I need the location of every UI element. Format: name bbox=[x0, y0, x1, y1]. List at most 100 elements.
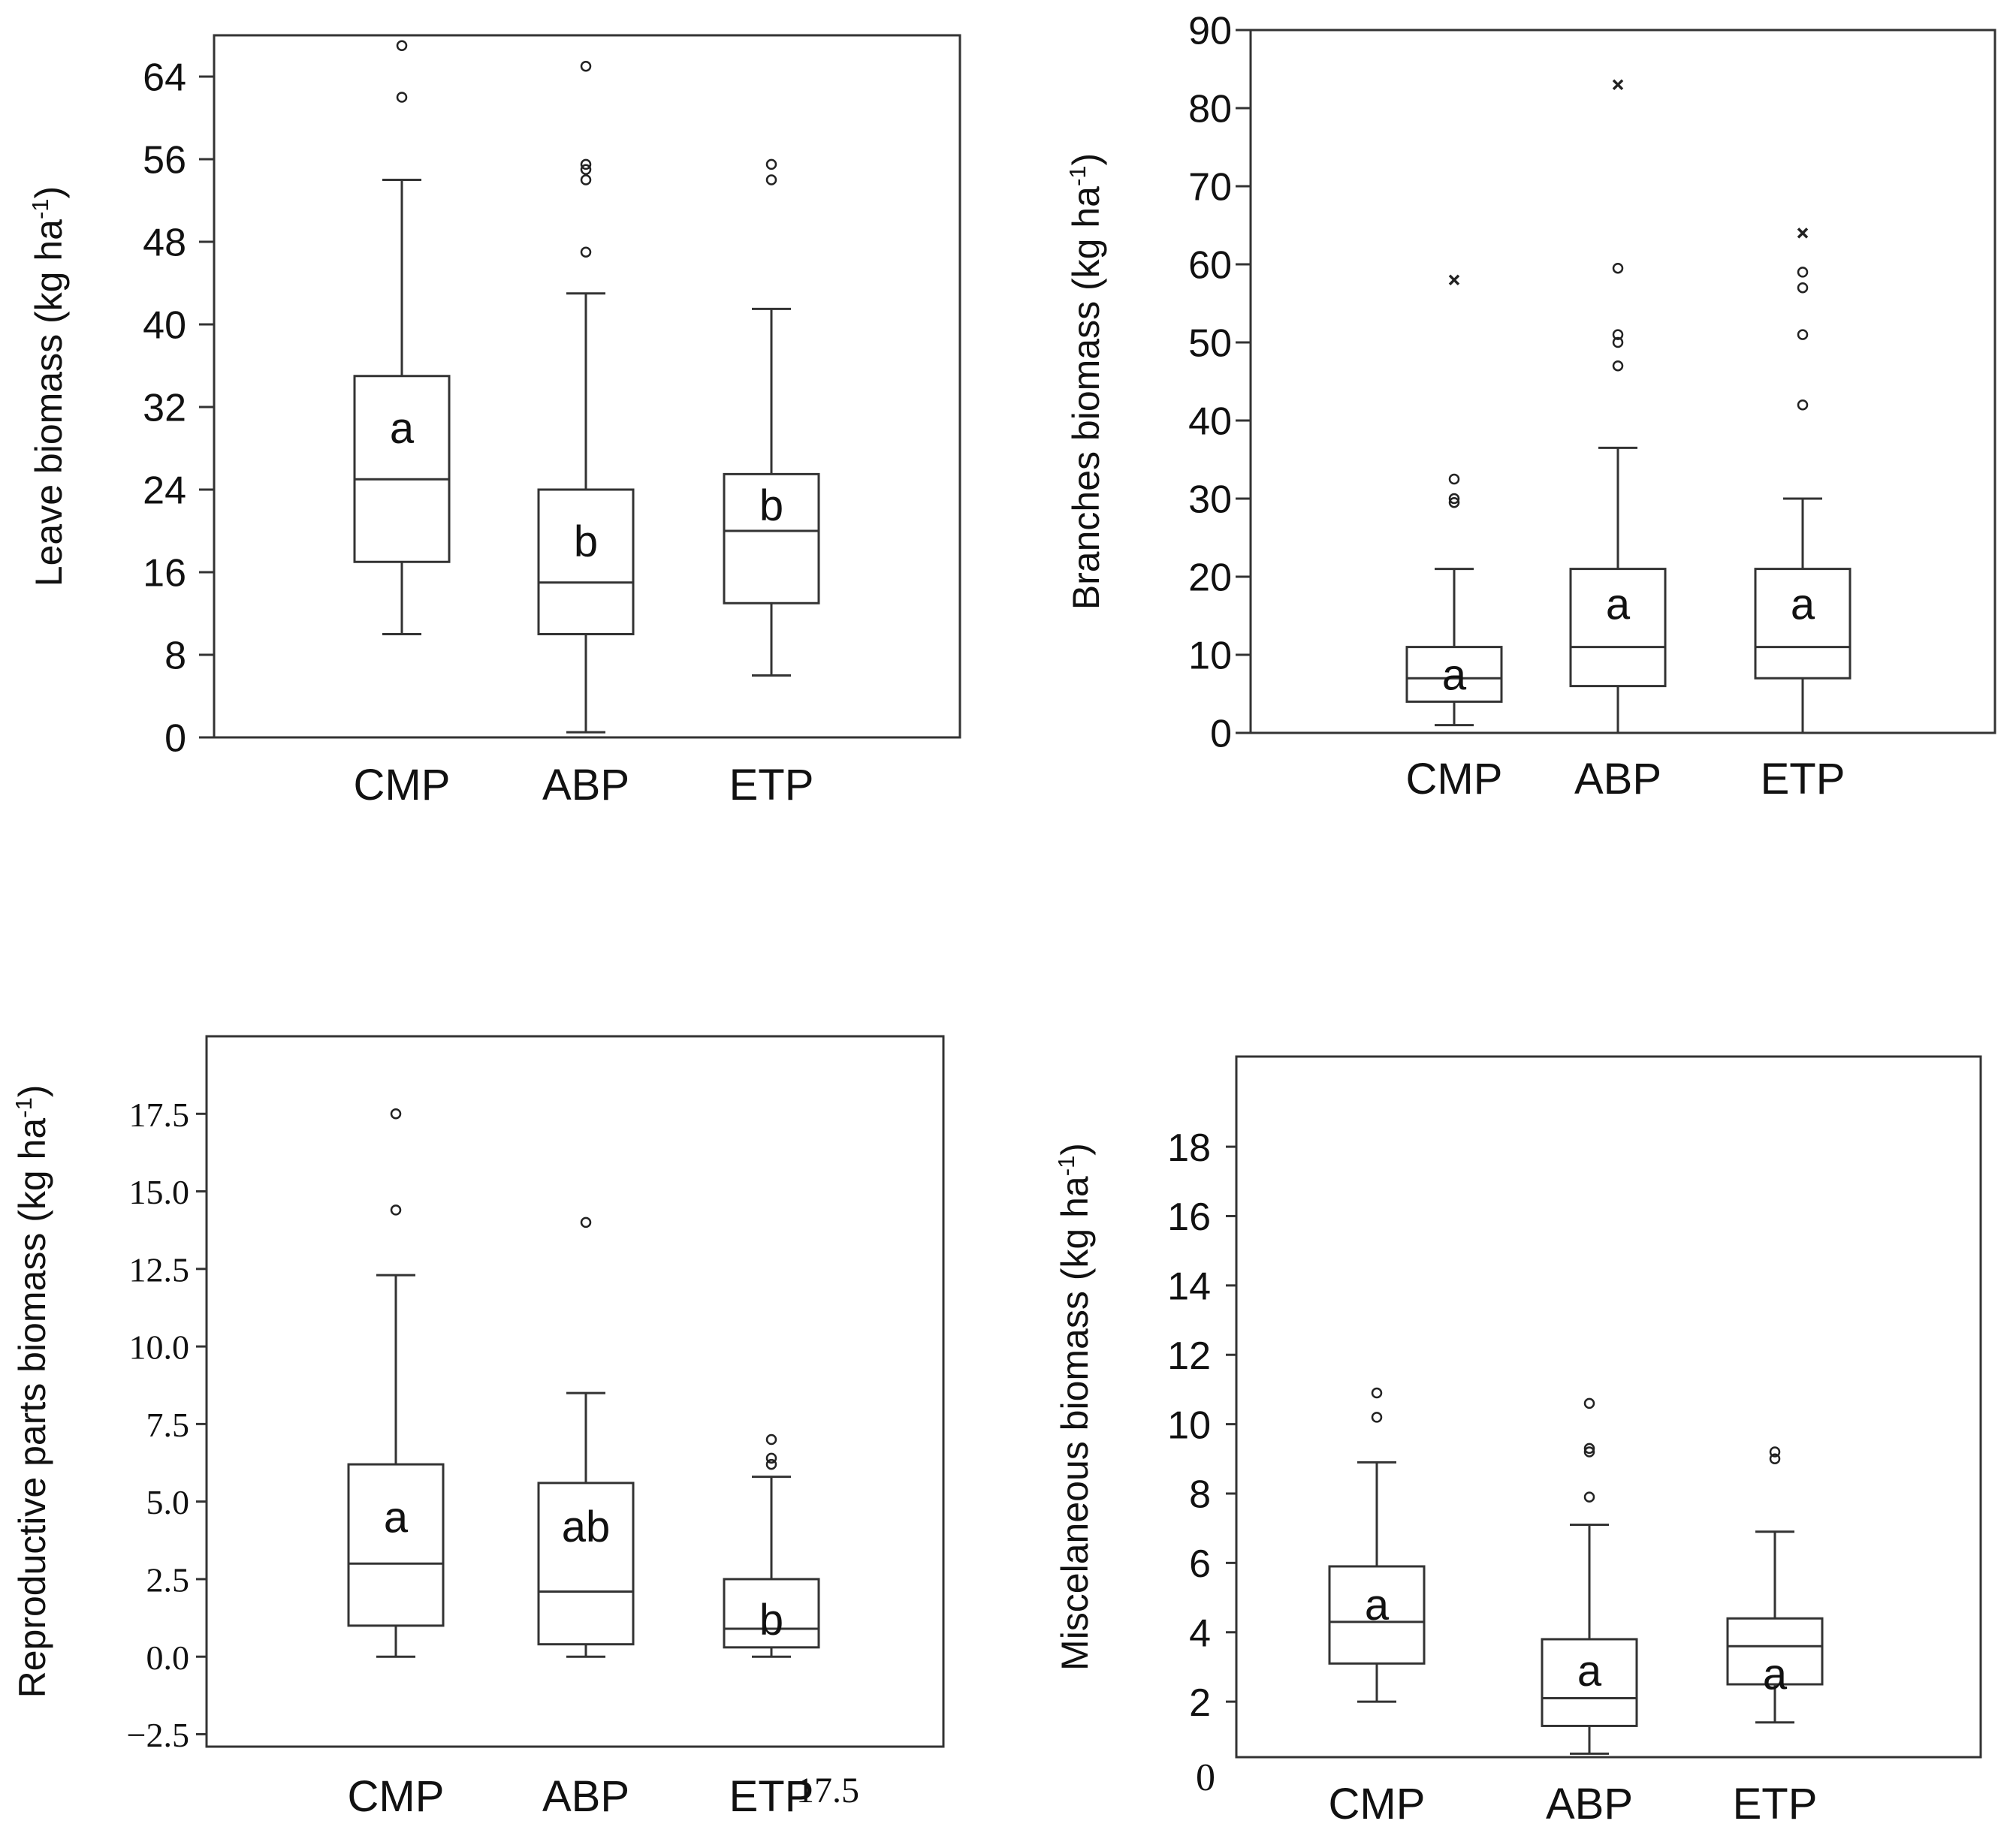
outlier-point bbox=[1448, 473, 1460, 485]
y-axis-label-superscript: -1 bbox=[27, 198, 53, 219]
significance-letter: a bbox=[1791, 580, 1815, 629]
y-axis-label-superscript: -1 bbox=[1064, 165, 1091, 186]
y-tick-label: 2 bbox=[1189, 1681, 1211, 1725]
outlier-point bbox=[396, 92, 408, 103]
box-iqr bbox=[1541, 1638, 1638, 1727]
leave-biomass-chart: 0 8 16 24 32 40 48 56 64 Leave biomass (kg ha-1) C… bbox=[27, 34, 961, 809]
y-tick-label: 12 bbox=[1167, 1334, 1211, 1378]
y-tick-label: 4 bbox=[1189, 1611, 1211, 1655]
outlier-point bbox=[1583, 1491, 1595, 1503]
outlier-point bbox=[765, 158, 777, 170]
significance-letter: a bbox=[1442, 650, 1467, 699]
category-label: ABP bbox=[542, 761, 629, 809]
outlier-point bbox=[580, 158, 592, 170]
y-axis-label: Reproductive parts biomass (kg ha-1) bbox=[11, 1085, 53, 1699]
significance-letter: b bbox=[759, 1596, 783, 1645]
outlier-point bbox=[1797, 399, 1809, 411]
box-iqr bbox=[537, 488, 635, 635]
y-tick-label: −2.5 bbox=[127, 1716, 189, 1754]
category-label: ABP bbox=[1574, 755, 1661, 803]
y-axis-label: Miscelaneous biomass (kg ha-1) bbox=[1053, 1143, 1096, 1671]
y-axis-label-text: Reproductive parts biomass (kg ha bbox=[11, 1118, 53, 1699]
y-tick-label: 80 bbox=[1188, 88, 1232, 131]
category-label: ETP bbox=[729, 1772, 814, 1821]
outlier-point bbox=[765, 174, 777, 185]
outlier-point bbox=[1448, 496, 1460, 508]
box-iqr bbox=[1569, 568, 1667, 688]
outlier-point bbox=[580, 61, 592, 72]
category-label: ETP bbox=[1733, 1780, 1818, 1828]
y-tick-label: 20 bbox=[1188, 556, 1232, 600]
extreme-point bbox=[1797, 228, 1809, 239]
y-tick-label: 32 bbox=[143, 387, 186, 430]
y-tick-label: 24 bbox=[143, 469, 186, 513]
box-iqr bbox=[1754, 568, 1852, 680]
box-iqr bbox=[1405, 646, 1503, 703]
y-axis-label-close: ) bbox=[1054, 1143, 1096, 1156]
y-tick-label: 40 bbox=[143, 304, 186, 348]
category-label: CMP bbox=[348, 1772, 445, 1821]
outlier-point bbox=[1612, 329, 1624, 340]
y-tick-label: 48 bbox=[143, 222, 186, 265]
y-tick-label: 6 bbox=[1189, 1542, 1211, 1586]
y-axis-label-text: Branches biomass (kg ha bbox=[1065, 186, 1107, 610]
y-tick-label: 8 bbox=[1189, 1473, 1211, 1517]
y-tick-label: 14 bbox=[1167, 1265, 1211, 1309]
box-iqr bbox=[1328, 1565, 1426, 1665]
y-tick-label: 60 bbox=[1188, 244, 1232, 288]
y-tick-label: 7.5 bbox=[146, 1406, 190, 1444]
y-axis-label-text: Miscelaneous biomass (kg ha bbox=[1054, 1176, 1096, 1671]
y-tick-label: 16 bbox=[143, 552, 186, 595]
box-iqr bbox=[723, 472, 820, 604]
outlier-point bbox=[765, 1458, 777, 1470]
y-tick-label: 0 bbox=[164, 717, 186, 761]
outlier-point bbox=[1583, 1446, 1595, 1458]
y-tick-label: 16 bbox=[1167, 1195, 1211, 1239]
y-axis-label-superscript: -1 bbox=[1053, 1156, 1079, 1177]
outlier-point bbox=[765, 1434, 777, 1446]
category-label: CMP bbox=[1406, 755, 1503, 803]
outlier-point bbox=[1612, 262, 1624, 274]
significance-letter: a bbox=[390, 404, 415, 453]
y-tick-label: 2.5 bbox=[146, 1560, 190, 1599]
outlier-point bbox=[1797, 329, 1809, 340]
y-tick-label: 64 bbox=[143, 56, 186, 100]
y-tick-label: 15.0 bbox=[129, 1173, 190, 1211]
y-tick-label: 10.0 bbox=[129, 1328, 190, 1367]
category-label: ABP bbox=[542, 1772, 629, 1821]
stray-label: 17.5 bbox=[796, 1771, 859, 1810]
category-label: CMP bbox=[1329, 1780, 1426, 1828]
box-iqr bbox=[537, 1482, 635, 1646]
stray-label: 0 bbox=[1196, 1756, 1215, 1799]
outlier-point bbox=[1769, 1453, 1781, 1465]
y-tick-label: 50 bbox=[1188, 322, 1232, 366]
outlier-point bbox=[396, 40, 408, 51]
significance-letter: b bbox=[759, 481, 783, 530]
y-tick-label: 56 bbox=[143, 139, 186, 182]
y-tick-label: 30 bbox=[1188, 478, 1232, 522]
significance-letter: a bbox=[1606, 580, 1631, 629]
y-tick-label: 90 bbox=[1188, 10, 1232, 53]
y-tick-label: 12.5 bbox=[129, 1250, 190, 1289]
outlier-point bbox=[1583, 1443, 1595, 1455]
category-label: ETP bbox=[729, 761, 814, 809]
significance-letter: b bbox=[574, 517, 598, 566]
y-axis-label-close: ) bbox=[11, 1085, 53, 1098]
category-label: CMP bbox=[354, 761, 451, 809]
outlier-point bbox=[580, 164, 592, 175]
outlier-point bbox=[1371, 1387, 1383, 1399]
y-axis-label-superscript: -1 bbox=[11, 1097, 37, 1118]
y-tick-label: 5.0 bbox=[146, 1483, 190, 1521]
box-iqr bbox=[347, 1463, 445, 1627]
box-iqr bbox=[723, 1578, 820, 1649]
outlier-point bbox=[1769, 1446, 1781, 1458]
y-tick-label: 17.5 bbox=[129, 1096, 190, 1134]
y-tick-label: 10 bbox=[1167, 1403, 1211, 1447]
y-axis-label-text: Leave biomass (kg ha bbox=[28, 219, 70, 586]
branches-biomass-chart: 0 10 20 30 40 50 60 70 80 90 Branches biomass (kg … bbox=[1064, 10, 1996, 803]
outlier-point bbox=[580, 246, 592, 258]
y-tick-label: 18 bbox=[1167, 1126, 1211, 1170]
plot-frame bbox=[1235, 1055, 1982, 1759]
y-axis-label: Leave biomass (kg ha-1) bbox=[27, 186, 70, 586]
